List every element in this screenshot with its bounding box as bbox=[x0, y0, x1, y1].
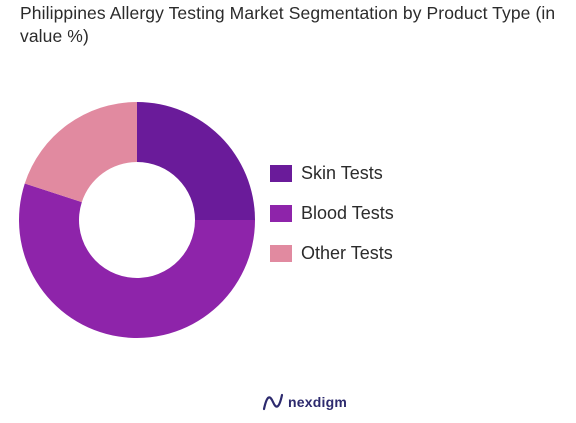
legend-label-skin-tests: Skin Tests bbox=[301, 162, 383, 183]
donut-slice-skin-tests bbox=[137, 102, 255, 220]
brand-logo: nexdigm bbox=[262, 392, 347, 412]
nexdigm-logo-icon bbox=[262, 393, 284, 411]
legend-label-other-tests: Other Tests bbox=[301, 242, 393, 263]
donut-slice-other-tests bbox=[24, 102, 138, 203]
brand-name: nexdigm bbox=[288, 394, 347, 410]
donut-slice-blood-tests bbox=[18, 183, 256, 338]
legend-item-skin-tests: Skin Tests bbox=[270, 162, 394, 184]
chart-title: Philippines Allergy Testing Market Segme… bbox=[20, 3, 556, 46]
legend-swatch-other-tests bbox=[270, 244, 292, 262]
legend-item-blood-tests: Blood Tests bbox=[270, 202, 394, 224]
legend-item-other-tests: Other Tests bbox=[270, 242, 394, 264]
legend: Skin Tests Blood Tests Other Tests bbox=[270, 162, 394, 282]
legend-swatch-skin-tests bbox=[270, 164, 292, 182]
legend-swatch-blood-tests bbox=[270, 204, 292, 222]
legend-label-blood-tests: Blood Tests bbox=[301, 202, 394, 223]
